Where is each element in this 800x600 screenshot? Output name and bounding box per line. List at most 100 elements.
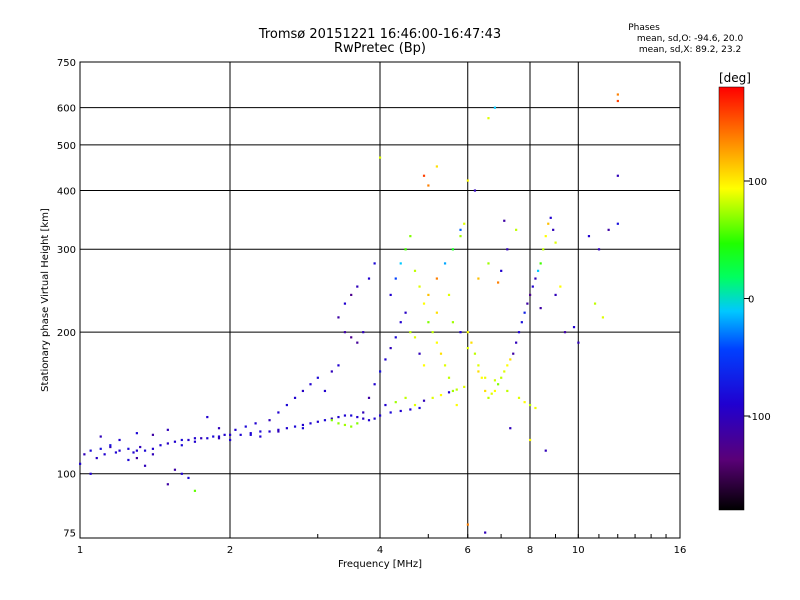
data-point (343, 331, 347, 334)
data-point (301, 389, 305, 393)
data-point (607, 228, 610, 231)
colorbar (718, 86, 745, 511)
data-point (277, 430, 280, 433)
data-point (109, 445, 112, 449)
data-point (268, 419, 271, 422)
data-point (384, 358, 387, 361)
data-point (418, 406, 421, 410)
data-point (166, 428, 169, 431)
data-point (309, 383, 312, 386)
data-point (451, 321, 455, 324)
data-point (223, 433, 226, 436)
data-point (597, 248, 601, 251)
data-point (466, 523, 469, 526)
y-tick-label: 300 (57, 245, 76, 256)
data-point (455, 388, 458, 391)
data-point (135, 449, 138, 452)
data-point (362, 417, 365, 420)
data-point (520, 321, 523, 324)
data-point (399, 409, 402, 413)
data-point (435, 165, 438, 168)
data-point (330, 370, 333, 373)
data-point (477, 370, 480, 373)
data-point (549, 216, 552, 219)
data-point (418, 285, 421, 288)
data-point (466, 179, 469, 182)
data-point (356, 285, 359, 288)
colorbar-tick-label: 0 (748, 295, 754, 306)
data-point (439, 352, 443, 355)
data-point (427, 321, 430, 324)
data-point (509, 358, 512, 361)
data-point (500, 376, 503, 379)
data-point (373, 383, 376, 386)
data-point (166, 442, 169, 445)
data-point (362, 411, 365, 414)
data-point (367, 396, 371, 399)
data-point (229, 438, 232, 442)
colorbar-label: [deg] (719, 71, 751, 85)
data-point (455, 403, 458, 407)
x-tick-label: 10 (572, 545, 585, 556)
data-point (379, 156, 382, 159)
x-tick-label: 16 (674, 545, 687, 556)
data-point (143, 464, 147, 467)
data-point (539, 307, 542, 310)
data-point (563, 331, 567, 334)
data-point (389, 411, 392, 414)
data-point (435, 277, 438, 280)
data-point (337, 415, 340, 419)
data-point (151, 453, 155, 456)
data-point (193, 489, 197, 492)
data-point (506, 364, 509, 367)
data-point (394, 277, 397, 280)
chart-title: Tromsø 20151221 16:46:00-16:47:43 (258, 27, 501, 42)
data-point (316, 420, 319, 423)
data-point (83, 453, 86, 456)
data-point (427, 184, 430, 187)
data-point (431, 331, 434, 334)
data-point (512, 352, 515, 355)
colorbar-tick-label: -100 (748, 412, 771, 423)
data-point (316, 376, 319, 379)
grid (79, 62, 681, 538)
x-tick-label: 1 (77, 545, 83, 556)
data-point (206, 415, 209, 419)
data-point (206, 437, 209, 440)
y-tick-label: 600 (57, 104, 76, 115)
data-point (323, 419, 327, 422)
data-point (509, 427, 512, 430)
data-point (127, 447, 130, 450)
data-point (187, 438, 190, 442)
data-point (422, 364, 426, 367)
data-point (616, 174, 619, 177)
data-point (506, 248, 509, 251)
data-point (259, 435, 262, 438)
data-point (515, 228, 518, 231)
y-tick-label: 200 (57, 328, 76, 339)
data-point (466, 346, 469, 350)
data-point (484, 376, 487, 379)
data-point (114, 451, 118, 454)
data-point (534, 277, 537, 280)
data-point (249, 433, 252, 436)
y-tick-label: 750 (57, 58, 76, 69)
data-point (323, 389, 327, 393)
x-tick-label: 4 (377, 545, 383, 556)
data-point (277, 411, 280, 414)
data-point (427, 293, 430, 297)
chart-subtitle: RwPretec (Bp) (334, 41, 426, 56)
colorbar-ticks: 100 0 -100 (744, 177, 771, 423)
data-point (473, 352, 477, 355)
data-point (616, 222, 619, 225)
data-point (367, 277, 371, 280)
data-point (373, 417, 376, 420)
data-point (418, 352, 421, 355)
data-point (89, 449, 92, 452)
data-point (389, 293, 392, 297)
data-point (496, 383, 500, 386)
data-point (431, 396, 434, 399)
data-point (229, 433, 232, 436)
data-point (552, 228, 555, 231)
data-point (490, 392, 493, 395)
